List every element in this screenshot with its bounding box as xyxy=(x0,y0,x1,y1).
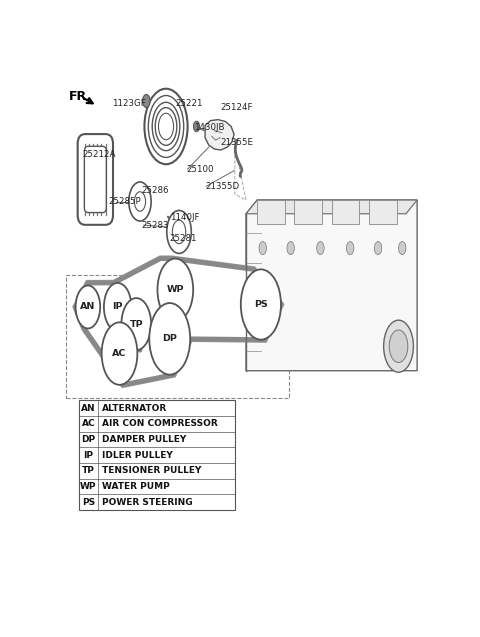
Ellipse shape xyxy=(389,330,408,362)
Text: TP: TP xyxy=(82,466,95,475)
Text: 25285P: 25285P xyxy=(108,197,141,206)
Text: IP: IP xyxy=(83,450,93,460)
Text: 25283: 25283 xyxy=(142,221,169,230)
Text: AN: AN xyxy=(81,403,96,413)
Ellipse shape xyxy=(148,96,184,157)
Text: DP: DP xyxy=(162,334,177,343)
Ellipse shape xyxy=(144,89,188,164)
Text: 21355E: 21355E xyxy=(220,138,253,147)
Ellipse shape xyxy=(157,259,193,321)
Ellipse shape xyxy=(287,241,294,255)
Text: WP: WP xyxy=(167,285,184,294)
Ellipse shape xyxy=(121,298,151,350)
Text: AC: AC xyxy=(82,419,95,428)
Text: ALTERNATOR: ALTERNATOR xyxy=(102,403,168,413)
FancyBboxPatch shape xyxy=(66,275,289,397)
Ellipse shape xyxy=(374,241,382,255)
Ellipse shape xyxy=(155,108,177,145)
Polygon shape xyxy=(246,200,417,371)
Polygon shape xyxy=(332,200,360,224)
Ellipse shape xyxy=(152,103,180,150)
Text: AC: AC xyxy=(112,349,127,358)
Ellipse shape xyxy=(398,241,406,255)
Ellipse shape xyxy=(102,322,137,385)
Text: AN: AN xyxy=(80,303,96,311)
Ellipse shape xyxy=(193,121,200,132)
Polygon shape xyxy=(246,200,417,214)
Text: TP: TP xyxy=(130,320,143,329)
Ellipse shape xyxy=(158,113,174,140)
Text: 25221: 25221 xyxy=(175,99,203,108)
Text: WP: WP xyxy=(80,482,96,491)
Text: 25212A: 25212A xyxy=(83,150,116,159)
Polygon shape xyxy=(205,120,234,150)
Polygon shape xyxy=(257,200,285,224)
FancyBboxPatch shape xyxy=(78,134,113,225)
FancyBboxPatch shape xyxy=(79,400,235,510)
FancyBboxPatch shape xyxy=(84,147,106,213)
Text: FR.: FR. xyxy=(69,90,93,103)
Text: 21355D: 21355D xyxy=(205,182,239,191)
Ellipse shape xyxy=(76,285,100,329)
Ellipse shape xyxy=(167,210,192,254)
Text: DP: DP xyxy=(81,435,96,444)
Text: IP: IP xyxy=(112,303,123,311)
Polygon shape xyxy=(369,200,396,224)
Text: PS: PS xyxy=(82,497,95,506)
Text: 1430JB: 1430JB xyxy=(194,124,225,132)
Text: POWER STEERING: POWER STEERING xyxy=(102,497,193,506)
Text: 1123GF: 1123GF xyxy=(112,99,145,108)
Text: 25286: 25286 xyxy=(142,186,169,195)
Ellipse shape xyxy=(149,303,190,375)
Ellipse shape xyxy=(104,283,132,331)
Ellipse shape xyxy=(347,241,354,255)
Text: 25281: 25281 xyxy=(170,234,197,243)
Ellipse shape xyxy=(241,269,281,340)
Ellipse shape xyxy=(129,182,151,221)
Ellipse shape xyxy=(317,241,324,255)
Polygon shape xyxy=(294,200,322,224)
Text: 1140JF: 1140JF xyxy=(170,213,199,222)
Ellipse shape xyxy=(384,320,413,372)
Text: AIR CON COMPRESSOR: AIR CON COMPRESSOR xyxy=(102,419,218,428)
Text: DAMPER PULLEY: DAMPER PULLEY xyxy=(102,435,187,444)
Ellipse shape xyxy=(143,94,150,108)
Text: WATER PUMP: WATER PUMP xyxy=(102,482,170,491)
Polygon shape xyxy=(76,259,281,385)
Text: 25100: 25100 xyxy=(186,165,214,174)
Text: 25124F: 25124F xyxy=(220,103,252,112)
Ellipse shape xyxy=(134,192,145,211)
Ellipse shape xyxy=(259,241,266,255)
Text: IDLER PULLEY: IDLER PULLEY xyxy=(102,450,173,460)
Text: TENSIONER PULLEY: TENSIONER PULLEY xyxy=(102,466,202,475)
Ellipse shape xyxy=(172,220,186,243)
Text: PS: PS xyxy=(254,300,268,309)
